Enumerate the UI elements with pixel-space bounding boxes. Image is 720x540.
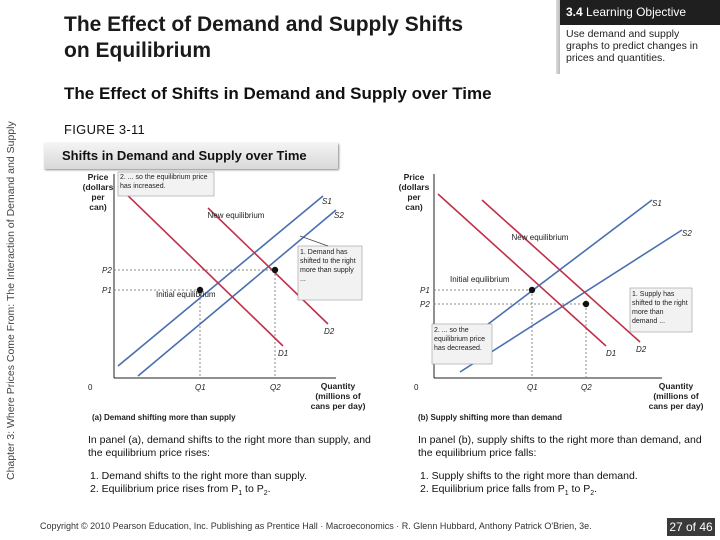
y-label-line3: per xyxy=(407,192,421,202)
figure-label: FIGURE 3-11 xyxy=(64,122,146,137)
y-label-line3: per xyxy=(91,192,105,202)
x-label-line3: cans per day) xyxy=(649,401,704,411)
note-price-decrease: 2. ... so the equilibrium price has decr… xyxy=(434,327,485,352)
x-label-line1: Quantity xyxy=(321,381,356,391)
figure-title: Shifts in Demand and Supply over Time xyxy=(62,148,307,163)
supply-curve-s2 xyxy=(137,209,337,377)
new-equilibrium-point xyxy=(271,266,279,274)
p2-label: P2 xyxy=(102,266,112,275)
q1-label: Q1 xyxy=(527,383,538,392)
y-label-line4: can) xyxy=(89,202,107,212)
slide-title: The Effect of Demand and Supply Shifts o… xyxy=(64,13,464,62)
p1-label: P1 xyxy=(102,286,112,295)
demand-curve-d1 xyxy=(117,185,284,347)
d1-label: D1 xyxy=(278,349,288,358)
note-price-decrease-box xyxy=(431,323,493,365)
new-equilibrium-point xyxy=(582,300,590,308)
q2-label: Q2 xyxy=(581,383,592,392)
supply-curve-s2 xyxy=(459,229,683,373)
caption-b-item1: 1. Supply shifts to the right more than … xyxy=(420,470,638,482)
learning-objective-box: 3.4 Learning Objective Use demand and su… xyxy=(560,0,720,74)
note-demand-shift: 1. Demand has shifted to the right more … xyxy=(300,249,356,283)
figure-title-banner: Shifts in Demand and Supply over Time xyxy=(44,143,338,169)
y-label-line2: (dollars xyxy=(83,182,114,192)
chapter-side-label: Chapter 3: Where Prices Come From: The I… xyxy=(5,121,17,480)
caption-b-item2: 2. Equilibrium price falls from P1 to P2… xyxy=(420,483,598,498)
panel-a-x-label: Quantity (millions of cans per day) xyxy=(311,381,366,411)
demand-curve-d2 xyxy=(481,199,641,343)
note-supply-shift-box xyxy=(629,287,693,333)
s1-label: S1 xyxy=(652,199,662,208)
caption-a-item2: 2. Equilibrium price rises from P1 to P2… xyxy=(90,483,271,498)
y-label-line4: can) xyxy=(405,202,423,212)
caption-b-intro: In panel (b), supply shifts to the right… xyxy=(418,434,702,459)
panel-b-y-label: Price (dollars per can) xyxy=(399,172,430,212)
q2-label: Q2 xyxy=(270,383,281,392)
note-demand-shift-box xyxy=(297,245,363,301)
note-price-increase: 2. ... so the equilibrium price has incr… xyxy=(120,174,208,190)
q1-label: Q1 xyxy=(195,383,206,392)
caption-a-intro: In panel (a), demand shifts to the right… xyxy=(88,434,371,459)
y-label-line1: Price xyxy=(404,172,425,182)
demand-curve-d1 xyxy=(437,193,607,347)
copyright-footer: Copyright © 2010 Pearson Education, Inc.… xyxy=(40,521,592,531)
x-label-line2: (millions of xyxy=(315,391,361,401)
objective-header: 3.4 Learning Objective xyxy=(560,0,720,25)
y-label-line2: (dollars xyxy=(399,182,430,192)
initial-equilibrium-label: Initial equilibrium xyxy=(156,290,216,299)
objective-number: 3.4 xyxy=(566,5,583,19)
initial-equilibrium-point xyxy=(528,286,536,294)
s2-label: S2 xyxy=(334,211,344,220)
objective-heading: Learning Objective xyxy=(586,5,687,19)
note-supply-shift: 1. Supply has shifted to the right more … xyxy=(632,291,688,325)
supply-curve-s1 xyxy=(117,195,324,367)
demand-shift-pointer xyxy=(299,235,329,247)
origin-label: 0 xyxy=(414,383,419,392)
panel-a-title: (a) Demand shifting more than supply xyxy=(92,413,236,422)
x-label-line1: Quantity xyxy=(659,381,694,391)
s2-label: S2 xyxy=(682,229,692,238)
p1-label: P1 xyxy=(420,286,430,295)
p2-label: P2 xyxy=(420,300,430,309)
origin-label: 0 xyxy=(88,383,93,392)
d2-label: D2 xyxy=(324,327,335,336)
initial-equilibrium-label: Initial equilibrium xyxy=(450,275,510,284)
demand-curve-d2 xyxy=(207,207,329,325)
panel-b-title: (b) Supply shifting more than demand xyxy=(418,413,562,422)
panel-a-graph: Price (dollars per can) 0 Quantity (mill… xyxy=(83,171,366,411)
panel-a-y-label: Price (dollars per can) xyxy=(83,172,114,212)
panel-b-graph: Price (dollars per can) 0 Quantity (mill… xyxy=(399,172,704,411)
objective-shadow xyxy=(556,0,560,74)
new-equilibrium-label: New equilibrium xyxy=(512,233,569,242)
x-label-line2: (millions of xyxy=(653,391,699,401)
note-price-increase-box xyxy=(117,171,215,197)
d1-label: D1 xyxy=(606,349,616,358)
initial-equilibrium-point xyxy=(196,286,204,294)
objective-text: Use demand and supply graphs to predict … xyxy=(566,28,698,64)
caption-a-item1: 1. Demand shifts to the right more than … xyxy=(90,470,307,482)
caption-b-list: 1. Supply shifts to the right more than … xyxy=(420,470,705,500)
x-label-line3: cans per day) xyxy=(311,401,366,411)
section-subtitle: The Effect of Shifts in Demand and Suppl… xyxy=(64,84,492,103)
s1-label: S1 xyxy=(322,197,332,206)
d2-label: D2 xyxy=(636,345,647,354)
new-equilibrium-label: New equilibrium xyxy=(208,211,265,220)
page-number: 27 of 46 xyxy=(667,518,715,536)
panel-b-x-label: Quantity (millions of cans per day) xyxy=(649,381,704,411)
caption-a-list: 1. Demand shifts to the right more than … xyxy=(90,470,375,500)
y-label-line1: Price xyxy=(88,172,109,182)
